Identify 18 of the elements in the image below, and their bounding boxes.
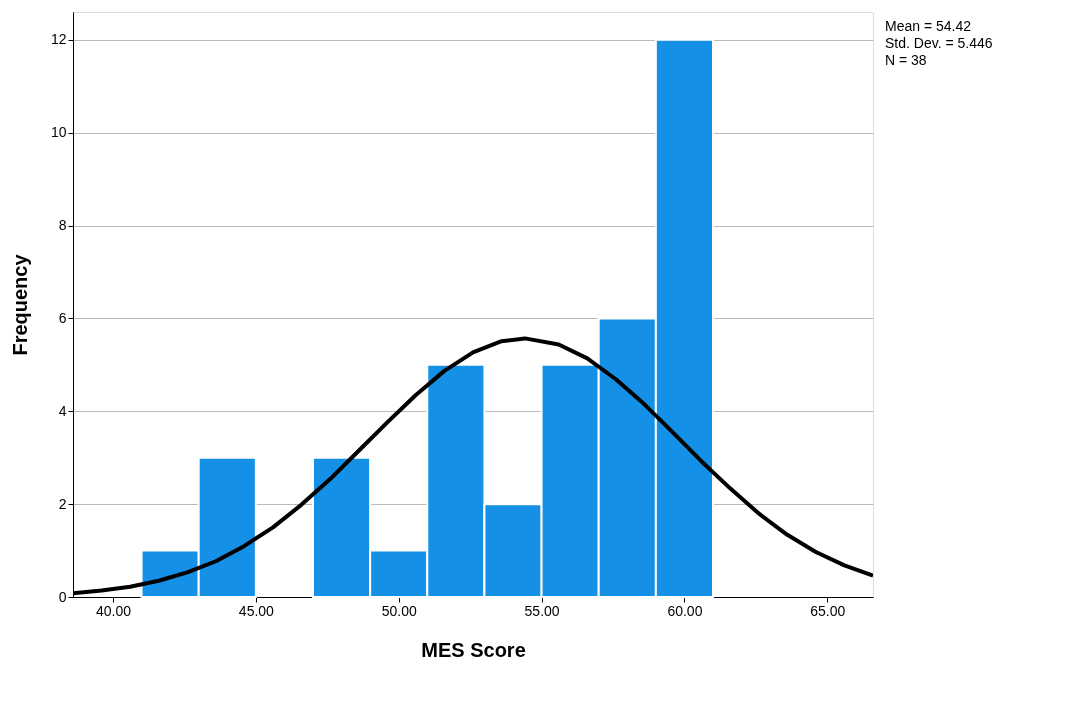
y-tick-label: 0	[58, 588, 67, 605]
y-tick-label: 2	[58, 495, 67, 512]
x-tick-label: 50.00	[381, 602, 417, 619]
y-tick-label: 6	[58, 309, 67, 326]
text: N = 38	[885, 52, 927, 68]
y-axis-title: Frequency	[8, 253, 31, 356]
y-tick-label: 8	[58, 217, 67, 234]
x-tick-label: 45.00	[238, 602, 275, 619]
y-tick-label: 12	[50, 31, 67, 48]
x-tick-label: 60.00	[667, 602, 703, 619]
y-tick-label: 10	[50, 124, 67, 141]
x-tick-label: 65.00	[810, 602, 846, 619]
y-tick-label: 4	[58, 402, 67, 419]
text: Mean = 54.42	[885, 18, 972, 34]
x-tick-label: 40.00	[95, 602, 132, 619]
x-tick-label: 55.00	[524, 602, 560, 619]
text: Std. Dev. = 5.446	[885, 35, 993, 51]
x-axis-title: MES Score	[421, 638, 526, 661]
